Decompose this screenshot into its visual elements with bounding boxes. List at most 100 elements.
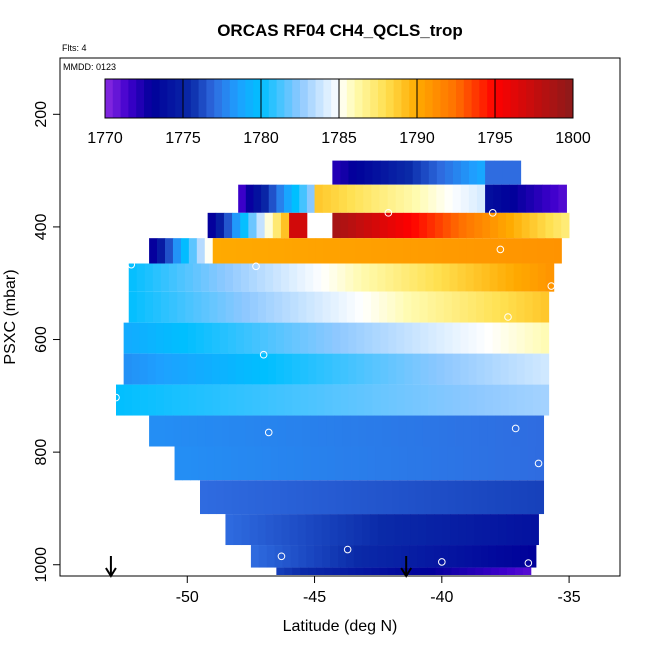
heatmap-cell	[307, 238, 317, 264]
heatmap-cell	[274, 291, 283, 323]
colorbar-cell	[409, 79, 418, 118]
heatmap-cell	[251, 353, 261, 385]
colorbar-cell	[167, 79, 176, 118]
heatmap-cell	[505, 212, 515, 239]
heatmap-cell	[468, 322, 477, 354]
heatmap-cell	[545, 212, 554, 239]
heatmap-cell	[348, 322, 357, 354]
heatmap-cell	[258, 545, 268, 568]
heatmap-cell	[463, 446, 472, 481]
colorbar-cell	[183, 79, 192, 118]
heatmap-cell	[420, 160, 430, 185]
heatmap-cell	[415, 446, 424, 481]
heatmap-cell	[431, 446, 440, 481]
heatmap-cell	[313, 263, 322, 292]
heatmap-cell	[298, 291, 307, 323]
date-label: MMDD: 0123	[63, 62, 116, 72]
heatmap-cell	[508, 384, 518, 416]
heatmap-cell	[404, 353, 413, 385]
heatmap-cell	[282, 291, 291, 323]
colorbar-cell	[214, 79, 223, 118]
heatmap-cell	[487, 446, 496, 481]
heatmap-cell	[500, 291, 509, 323]
heatmap-cell	[479, 480, 489, 515]
colorbar-cell	[136, 79, 145, 118]
heatmap-cell	[182, 446, 191, 481]
heatmap-cell	[257, 291, 267, 323]
heatmap-cell	[388, 160, 398, 185]
heatmap-cell	[428, 384, 437, 416]
heatmap-cell	[500, 353, 510, 385]
x-axis: -50 -45 -40 -35	[176, 576, 581, 606]
heatmap-cell	[246, 446, 256, 481]
heatmap-cell	[203, 353, 213, 385]
heatmap-cell	[326, 415, 335, 447]
heatmap-cell	[351, 446, 360, 481]
heatmap-cell	[472, 545, 481, 568]
heatmap-cell	[383, 480, 393, 515]
heatmap-cell	[331, 238, 340, 264]
heatmap-cell	[297, 514, 307, 546]
heatmap-cell	[516, 322, 526, 354]
colorbar-cell	[159, 79, 168, 118]
heatmap-cell	[519, 446, 528, 481]
colorbar-tick-label: 1780	[243, 130, 279, 147]
heatmap-cell	[468, 353, 477, 385]
heatmap-cell	[508, 353, 518, 385]
heatmap-cell	[212, 384, 221, 416]
heatmap-cell	[491, 567, 500, 575]
heatmap-cell	[379, 184, 389, 213]
heatmap-cell	[465, 263, 475, 292]
heatmap-cell	[540, 384, 550, 416]
heatmap-cell	[169, 291, 178, 323]
heatmap-cell	[253, 184, 262, 213]
heatmap-cell	[356, 160, 365, 185]
heatmap-cell	[418, 238, 428, 264]
heatmap-cell	[404, 160, 414, 185]
heatmap-cell	[337, 263, 346, 292]
heatmap-cell	[276, 184, 285, 213]
heatmap-cell	[428, 160, 438, 185]
heatmap-cell	[435, 567, 444, 575]
heatmap-cell	[280, 212, 290, 239]
flight-point	[438, 558, 446, 566]
heatmap-cell	[306, 184, 315, 213]
heatmap-cell	[300, 384, 309, 416]
heatmap-cell	[451, 567, 460, 575]
heatmap-cell	[240, 212, 249, 239]
heatmap-cell	[540, 291, 550, 323]
heatmap-cell	[463, 480, 473, 515]
heatmap-cell	[499, 567, 508, 575]
colorbar-cell	[292, 79, 301, 118]
heatmap-cell	[498, 238, 507, 264]
heatmap-cell	[460, 384, 469, 416]
heatmap-cell	[361, 545, 371, 568]
heatmap-cell	[529, 238, 539, 264]
heatmap-cell	[423, 480, 433, 515]
heatmap-cell	[261, 184, 270, 213]
heatmap-cell	[316, 322, 325, 354]
heatmap-cell	[369, 263, 378, 292]
heatmap-cell	[278, 446, 288, 481]
heatmap-cell	[265, 514, 275, 546]
heatmap-cell	[237, 415, 247, 447]
heatmap-cell	[205, 415, 214, 447]
heatmap-cell	[300, 353, 309, 385]
heatmap-cell	[213, 415, 222, 447]
heatmap-cell	[443, 567, 452, 575]
heatmap-cell	[330, 184, 340, 213]
colorbar-cell	[151, 79, 160, 118]
heatmap-cell	[434, 212, 444, 239]
heatmap-cell	[464, 545, 474, 568]
heatmap-cell	[511, 446, 520, 481]
heatmap-cell	[311, 480, 321, 515]
heatmap-cell	[545, 263, 555, 292]
heatmap-cell	[324, 384, 333, 416]
flight-point	[488, 209, 497, 217]
heatmap-cell	[387, 291, 396, 323]
heatmap-cell	[447, 415, 456, 447]
heatmap-cell	[377, 263, 386, 292]
heatmap-cell	[231, 480, 241, 515]
heatmap-cell	[268, 322, 277, 354]
colorbar-cell	[479, 79, 488, 118]
